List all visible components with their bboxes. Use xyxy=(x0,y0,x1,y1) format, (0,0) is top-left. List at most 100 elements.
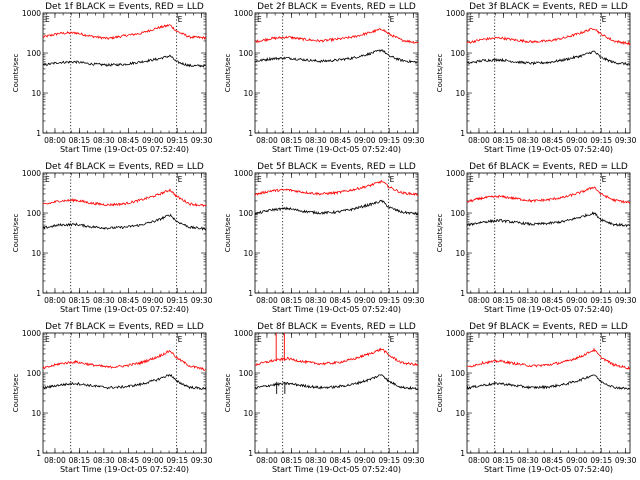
y-axis-label: Counts/sec xyxy=(436,214,444,253)
x-tick-label: 09:15 xyxy=(166,136,188,145)
flag-right: E xyxy=(390,15,395,24)
x-tick-label: 08:00 xyxy=(468,296,490,305)
flag-right: E xyxy=(178,335,183,344)
y-axis-label: Counts/sec xyxy=(224,54,232,93)
y-tick-label: 100 xyxy=(239,49,254,58)
x-tick-label: 08:00 xyxy=(44,296,66,305)
x-tick-label: 09:00 xyxy=(354,296,376,305)
x-tick-label: 09:00 xyxy=(354,136,376,145)
plot-frame xyxy=(42,172,207,294)
x-tick-label: 08:30 xyxy=(517,456,539,465)
y-tick-label: 1000 xyxy=(22,169,41,178)
x-tick-label: 08:00 xyxy=(44,136,66,145)
y-tick-label: 1 xyxy=(460,449,465,458)
y-tick-label: 1 xyxy=(248,449,253,458)
x-tick-label: 09:30 xyxy=(191,296,213,305)
detector-plot-8: Det 8f BLACK = Events, RED = LLD 1 10 100 10… xyxy=(224,322,425,474)
y-axis-label: Counts/sec xyxy=(224,374,232,413)
x-tick-label: 08:30 xyxy=(517,136,539,145)
events-series-line xyxy=(466,374,631,390)
y-tick-label: 100 xyxy=(451,369,466,378)
y-tick-label: 1000 xyxy=(446,9,465,18)
flag-left: E xyxy=(257,15,262,24)
events-series-line xyxy=(42,54,206,68)
y-tick-label: 100 xyxy=(451,209,466,218)
x-axis-label: Start Time (19-Oct-05 07:52:40) xyxy=(484,145,613,154)
x-tick-label: 08:45 xyxy=(541,296,563,305)
y-tick-label: 10 xyxy=(455,249,465,258)
events-series-line xyxy=(466,211,631,228)
x-tick-label: 09:00 xyxy=(354,456,376,465)
flag-left: E xyxy=(469,175,474,184)
detector-plot-3: Det 3f BLACK = Events, RED = LLD 1 10 100 10… xyxy=(436,2,637,154)
x-tick-label: 08:45 xyxy=(117,136,139,145)
x-tick-label: 09:15 xyxy=(166,456,188,465)
x-tick-label: 09:00 xyxy=(142,296,164,305)
x-tick-label: 09:30 xyxy=(191,136,213,145)
y-tick-label: 10 xyxy=(31,409,41,418)
x-tick-label: 09:15 xyxy=(166,296,188,305)
detector-plot-4: Det 4f BLACK = Events, RED = LLD 1 10 100 10… xyxy=(12,162,213,314)
x-axis-label: Start Time (19-Oct-05 07:52:40) xyxy=(60,145,189,154)
x-tick-label: 09:30 xyxy=(191,456,213,465)
y-tick-label: 10 xyxy=(455,89,465,98)
x-tick-label: 09:00 xyxy=(142,136,164,145)
plot-frame xyxy=(466,332,631,454)
y-tick-label: 1 xyxy=(36,129,41,138)
x-tick-label: 09:15 xyxy=(378,136,400,145)
flag-left: E xyxy=(257,335,262,344)
y-axis-label: Counts/sec xyxy=(12,214,20,253)
x-tick-label: 08:30 xyxy=(305,456,327,465)
x-tick-label: 08:30 xyxy=(305,296,327,305)
events-series-line xyxy=(42,373,207,391)
x-tick-label: 08:45 xyxy=(329,136,351,145)
plot-title: Det 3f BLACK = Events, RED = LLD xyxy=(469,2,628,12)
flag-right: E xyxy=(178,175,183,184)
flag-left: E xyxy=(469,15,474,24)
lld-series-line xyxy=(42,24,207,40)
y-tick-label: 1 xyxy=(36,449,41,458)
y-axis-label: Counts/sec xyxy=(436,54,444,93)
plot-title: Det 1f BLACK = Events, RED = LLD xyxy=(45,2,204,12)
x-tick-label: 09:30 xyxy=(403,456,425,465)
x-tick-label: 09:30 xyxy=(615,296,637,305)
flag-left: E xyxy=(45,335,50,344)
events-series-line xyxy=(254,374,419,391)
y-tick-label: 10 xyxy=(243,249,253,258)
plot-title: Det 4f BLACK = Events, RED = LLD xyxy=(45,162,204,172)
flag-right: E xyxy=(602,335,607,344)
flag-right: E xyxy=(390,175,395,184)
plot-title: Det 9f BLACK = Events, RED = LLD xyxy=(469,322,628,332)
x-tick-label: 08:15 xyxy=(281,296,303,305)
y-axis-label: Counts/sec xyxy=(12,374,20,413)
x-tick-label: 09:00 xyxy=(566,136,588,145)
x-tick-label: 08:15 xyxy=(493,456,515,465)
flag-left: E xyxy=(45,15,50,24)
y-tick-label: 100 xyxy=(239,209,254,218)
detector-plot-5: Det 5f BLACK = Events, RED = LLD 1 10 100 10… xyxy=(224,162,425,314)
x-tick-label: 08:00 xyxy=(468,456,490,465)
x-tick-label: 08:15 xyxy=(69,296,91,305)
y-tick-label: 1000 xyxy=(22,9,41,18)
events-series-line xyxy=(254,48,419,65)
lld-series-line xyxy=(254,347,419,367)
detector-plot-6: Det 6f BLACK = Events, RED = LLD 1 10 100 10… xyxy=(436,162,637,314)
lld-series-line xyxy=(254,179,419,197)
x-tick-label: 09:30 xyxy=(403,296,425,305)
x-tick-label: 09:00 xyxy=(142,456,164,465)
x-tick-label: 08:45 xyxy=(541,136,563,145)
y-tick-label: 1 xyxy=(248,289,253,298)
events-series-line xyxy=(42,213,207,231)
lld-series-line xyxy=(42,188,207,208)
x-tick-label: 09:15 xyxy=(590,136,612,145)
x-tick-label: 08:30 xyxy=(93,456,115,465)
y-tick-label: 1000 xyxy=(234,169,253,178)
lld-series-line xyxy=(254,28,419,44)
flag-right: E xyxy=(602,15,607,24)
y-tick-label: 1 xyxy=(36,289,41,298)
x-tick-label: 08:00 xyxy=(256,456,278,465)
x-tick-label: 09:30 xyxy=(403,136,425,145)
plot-frame xyxy=(254,172,419,294)
x-tick-label: 09:15 xyxy=(590,456,612,465)
x-tick-label: 08:45 xyxy=(329,456,351,465)
